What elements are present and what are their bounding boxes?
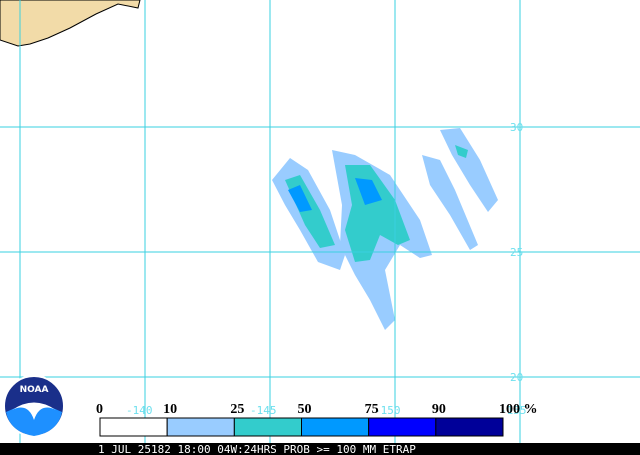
lat-label: 30 xyxy=(510,121,523,134)
area xyxy=(455,145,468,158)
area xyxy=(288,185,312,212)
area xyxy=(440,128,498,212)
lat-label: 25 xyxy=(510,246,523,259)
colorbar-label: 50 xyxy=(298,402,312,417)
colorbar-label: 75 xyxy=(365,402,379,417)
area xyxy=(355,178,382,205)
footer-text: 1 JUL 25182 18:00 04W:24HRS PROB >= 100 … xyxy=(98,443,416,455)
colorbar-swatch xyxy=(233,417,302,437)
noaa-logo: NOAA xyxy=(3,375,65,437)
lon-label: -150 xyxy=(374,404,401,417)
grid xyxy=(0,0,640,443)
colorbar-label: 90 xyxy=(432,402,446,417)
colorbar-swatch xyxy=(99,417,168,437)
colorbar-swatch xyxy=(435,417,504,437)
colorbar-swatch xyxy=(166,417,235,437)
colorbar-swatch xyxy=(368,417,437,437)
colorbar-label: 25 xyxy=(230,402,244,417)
precip-areas xyxy=(272,128,498,330)
colorbar-swatch xyxy=(301,417,370,437)
logo-wave xyxy=(6,405,62,436)
colorbar-label: 0 xyxy=(96,402,103,417)
colorbar-label: 100 % xyxy=(499,402,538,417)
lon-label: -140 xyxy=(126,404,153,417)
area xyxy=(422,155,478,250)
land xyxy=(0,0,141,47)
lon-label: -145 xyxy=(250,404,277,417)
footer-bar xyxy=(0,443,640,455)
logo-bird xyxy=(12,402,56,420)
lon-label: -155 xyxy=(500,404,527,417)
colorbar-label: 10 xyxy=(163,402,177,417)
logo-text: NOAA xyxy=(20,385,49,395)
colorbar: 0 10 25 50 75 90 100 % xyxy=(96,402,538,437)
lat-label: 20 xyxy=(510,371,523,384)
